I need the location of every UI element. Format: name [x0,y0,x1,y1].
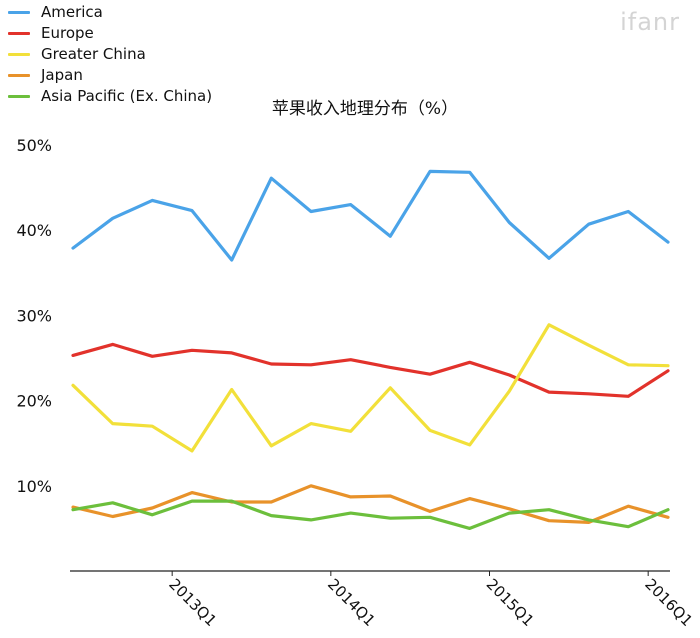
legend-item: Asia Pacific (Ex. China) [8,86,212,107]
legend-item: America [8,2,212,23]
watermark-logo: ifanr [620,8,680,36]
legend-item: Europe [8,23,212,44]
legend-label: Europe [41,24,94,42]
y-tick-label: 40% [16,221,52,240]
y-tick-label: 30% [16,306,52,325]
legend-swatch [8,32,30,35]
legend-label: Japan [41,66,83,84]
legend-swatch [8,11,30,14]
series-lines [71,169,670,531]
x-tick-label: 2013Q1 [165,575,220,630]
y-tick-label: 50% [16,136,52,155]
series-line-greater-china [71,323,670,453]
chart-title: 苹果收入地理分布（%） [271,99,459,119]
y-axis-ticks: 10% 20% 30% 40% 50% [16,136,52,496]
legend-swatch [8,53,30,56]
legend-label: Asia Pacific (Ex. China) [41,87,213,105]
y-tick-label: 10% [16,477,52,496]
y-tick-label: 20% [16,392,52,411]
x-axis-ticks: 2013Q1 2014Q1 2015Q1 2016Q1 [165,571,696,630]
legend-item: Japan [8,65,212,86]
series-line-asia-pacific-ex-china [71,499,670,531]
legend-item: Greater China [8,44,212,65]
legend-swatch [8,74,30,77]
series-line-japan [71,484,670,525]
legend-label: America [41,3,103,21]
x-tick-label: 2015Q1 [483,575,538,630]
series-line-america [71,169,670,262]
series-line-europe [71,342,670,398]
x-tick-label: 2014Q1 [324,575,379,630]
legend-swatch [8,95,30,98]
legend-label: Greater China [41,45,146,63]
x-tick-label: 2016Q1 [641,575,696,630]
legend: America Europe Greater China Japan Asia Paci… [8,2,212,107]
